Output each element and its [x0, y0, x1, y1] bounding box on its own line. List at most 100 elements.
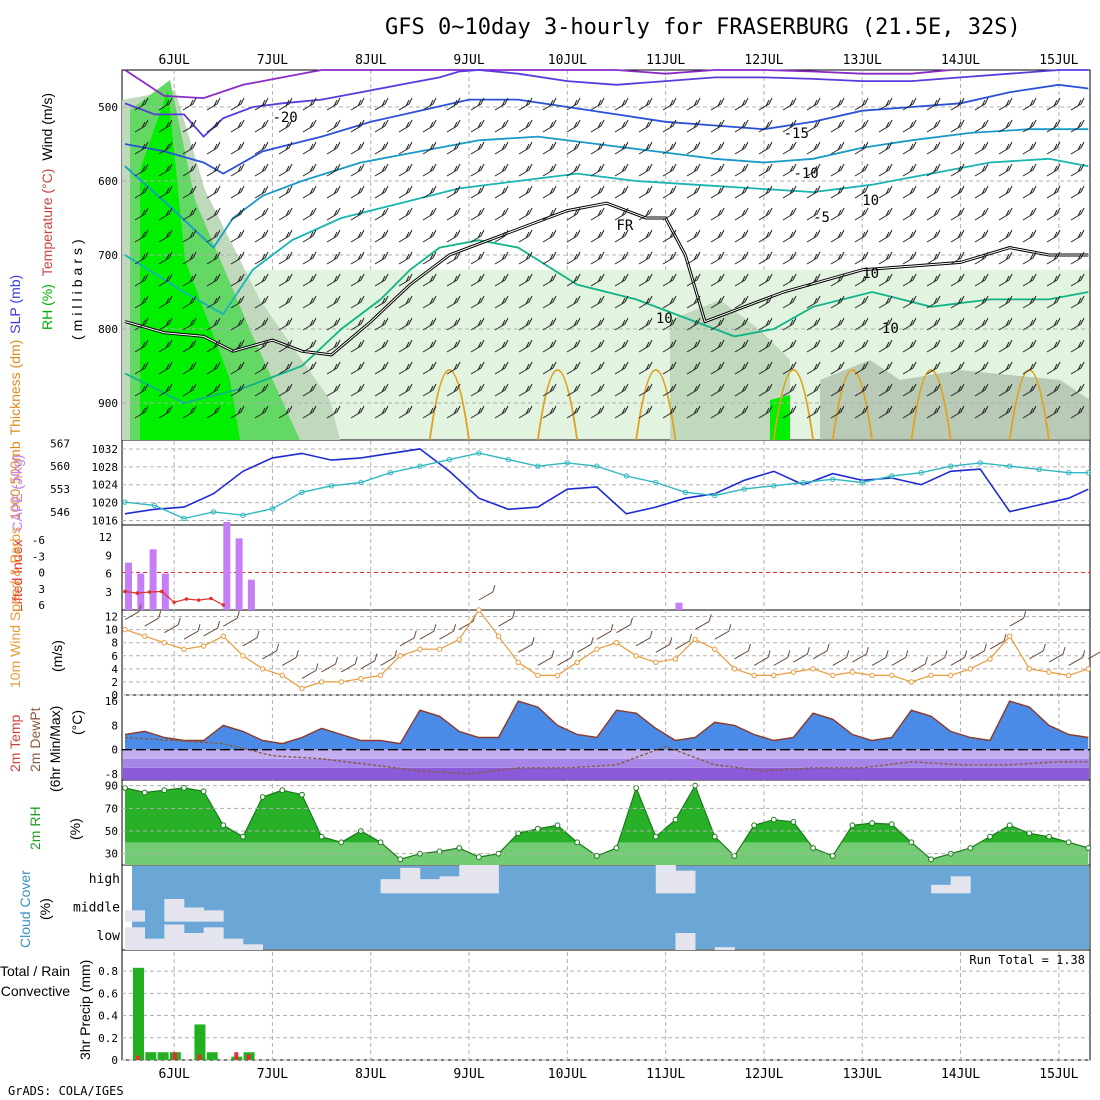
- wind-barb: [182, 361, 197, 375]
- wind-barb: [998, 273, 1013, 287]
- wind-barb: [902, 383, 917, 397]
- li-marker: [172, 600, 176, 605]
- surface-wind-barb: [144, 611, 162, 627]
- wind-barb: [374, 207, 389, 221]
- li-tick-label: 0: [38, 567, 45, 580]
- wind-barb: [974, 317, 989, 331]
- wind-marker: [810, 666, 816, 672]
- wind-barb: [278, 185, 293, 199]
- wind-barb: [734, 295, 749, 309]
- wind-barb: [950, 229, 965, 243]
- wind-barb: [758, 97, 773, 111]
- wind-barb: [686, 163, 701, 177]
- wind-barb: [278, 119, 293, 133]
- wind-barb: [734, 119, 749, 133]
- wind-barb: [518, 361, 533, 375]
- wind-barb: [494, 339, 509, 353]
- li-tick-label: -3: [32, 550, 45, 563]
- wind-barb: [1022, 361, 1037, 375]
- wind-marker: [397, 653, 403, 659]
- wind-barb: [542, 97, 557, 111]
- surface-wind-barb: [242, 630, 260, 647]
- top-time-label: 13JUL: [843, 53, 882, 68]
- wind-barb: [830, 163, 845, 177]
- rh2m-marker: [967, 845, 974, 851]
- thickness-marker: [151, 502, 158, 509]
- wind-barb: [854, 229, 869, 243]
- wind-barb: [542, 119, 557, 133]
- wind-barb: [1070, 339, 1085, 353]
- wind-barb: [614, 119, 629, 133]
- wind-barb: [278, 163, 293, 177]
- cold-band: [123, 767, 1089, 780]
- rh2m-marker: [770, 816, 777, 823]
- wind-barb: [566, 405, 581, 419]
- surface-wind-barb: [419, 624, 437, 640]
- rh2m-marker: [220, 822, 227, 829]
- wind-barb: [782, 361, 797, 375]
- wind-barb: [350, 383, 365, 397]
- wind-barb: [782, 229, 797, 243]
- rh2m-line: [124, 784, 1089, 860]
- wind-barb: [926, 339, 941, 353]
- wind-marker: [1046, 669, 1052, 675]
- thickness-marker: [240, 512, 246, 518]
- wind-barb: [542, 405, 557, 419]
- wind-barb: [590, 141, 605, 155]
- wind-ylabel-units: (m/s): [49, 640, 65, 672]
- surface-wind-barb: [714, 624, 732, 640]
- wind-barb: [734, 229, 749, 243]
- wind-barb: [662, 119, 677, 133]
- wind-marker: [987, 656, 993, 662]
- precip-panel: 0 0.2 0.4 0.6 0.8 Run Total = 1.38 Total / Rai…: [0, 953, 1090, 1067]
- wind-barb: [614, 361, 629, 375]
- wind-barb: [542, 141, 557, 155]
- surface-wind-barb: [1029, 643, 1046, 660]
- wind-barb: [542, 339, 557, 353]
- upper-ylabel-units: (millibars): [69, 235, 85, 340]
- wind-barb: [878, 339, 893, 353]
- wind-barb: [470, 251, 485, 265]
- cloud-low-bar: [144, 938, 165, 950]
- wind-barb: [662, 405, 677, 419]
- li-marker: [160, 589, 164, 594]
- wind-barb: [662, 339, 677, 353]
- wind-barb: [134, 295, 149, 309]
- warm-isotherm: [772, 369, 814, 441]
- wind-barb: [710, 207, 725, 221]
- thickness-marker: [122, 499, 128, 505]
- wind-barb: [686, 295, 701, 309]
- upper-ylabel: RH (%) Temperature (°C) Wind (m/s): [39, 93, 55, 330]
- wind-barb: [134, 317, 149, 331]
- freezing-level-inner: [124, 202, 1089, 356]
- wind-barb: [422, 339, 437, 353]
- wind-marker: [771, 672, 777, 679]
- wind-barb: [734, 405, 749, 419]
- wind-barb: [494, 97, 509, 111]
- wind-barb: [806, 383, 821, 397]
- cloud-high-bar: [675, 870, 696, 894]
- wind-barb: [926, 163, 941, 177]
- wind-barb: [254, 361, 269, 375]
- wind-barb: [470, 185, 485, 199]
- wind-barb: [302, 405, 317, 419]
- precip-total-bar: [145, 1052, 157, 1060]
- wind-barb: [830, 251, 845, 265]
- cloud-middle-bar: [203, 910, 224, 922]
- thickness-tick-label: 553: [50, 483, 70, 496]
- wind-barb: [398, 295, 413, 309]
- slp-tick-label: 1028: [92, 461, 119, 474]
- wind-speed-line: [124, 608, 1089, 690]
- cloud-ylabel-units: (%): [37, 898, 53, 920]
- cloud-high-bar: [931, 884, 952, 894]
- wind-barb: [902, 273, 917, 287]
- wind-barb: [1022, 383, 1037, 397]
- wind-barb: [878, 251, 893, 265]
- dewpt-ylabel: 2m DewPt: [27, 707, 43, 772]
- wind-barb: [182, 273, 197, 287]
- wind-marker: [830, 672, 836, 679]
- wind-barb: [878, 383, 893, 397]
- cloud-level-label: high: [89, 872, 120, 887]
- wind-barb: [230, 273, 245, 287]
- wind-barb: [1022, 185, 1037, 199]
